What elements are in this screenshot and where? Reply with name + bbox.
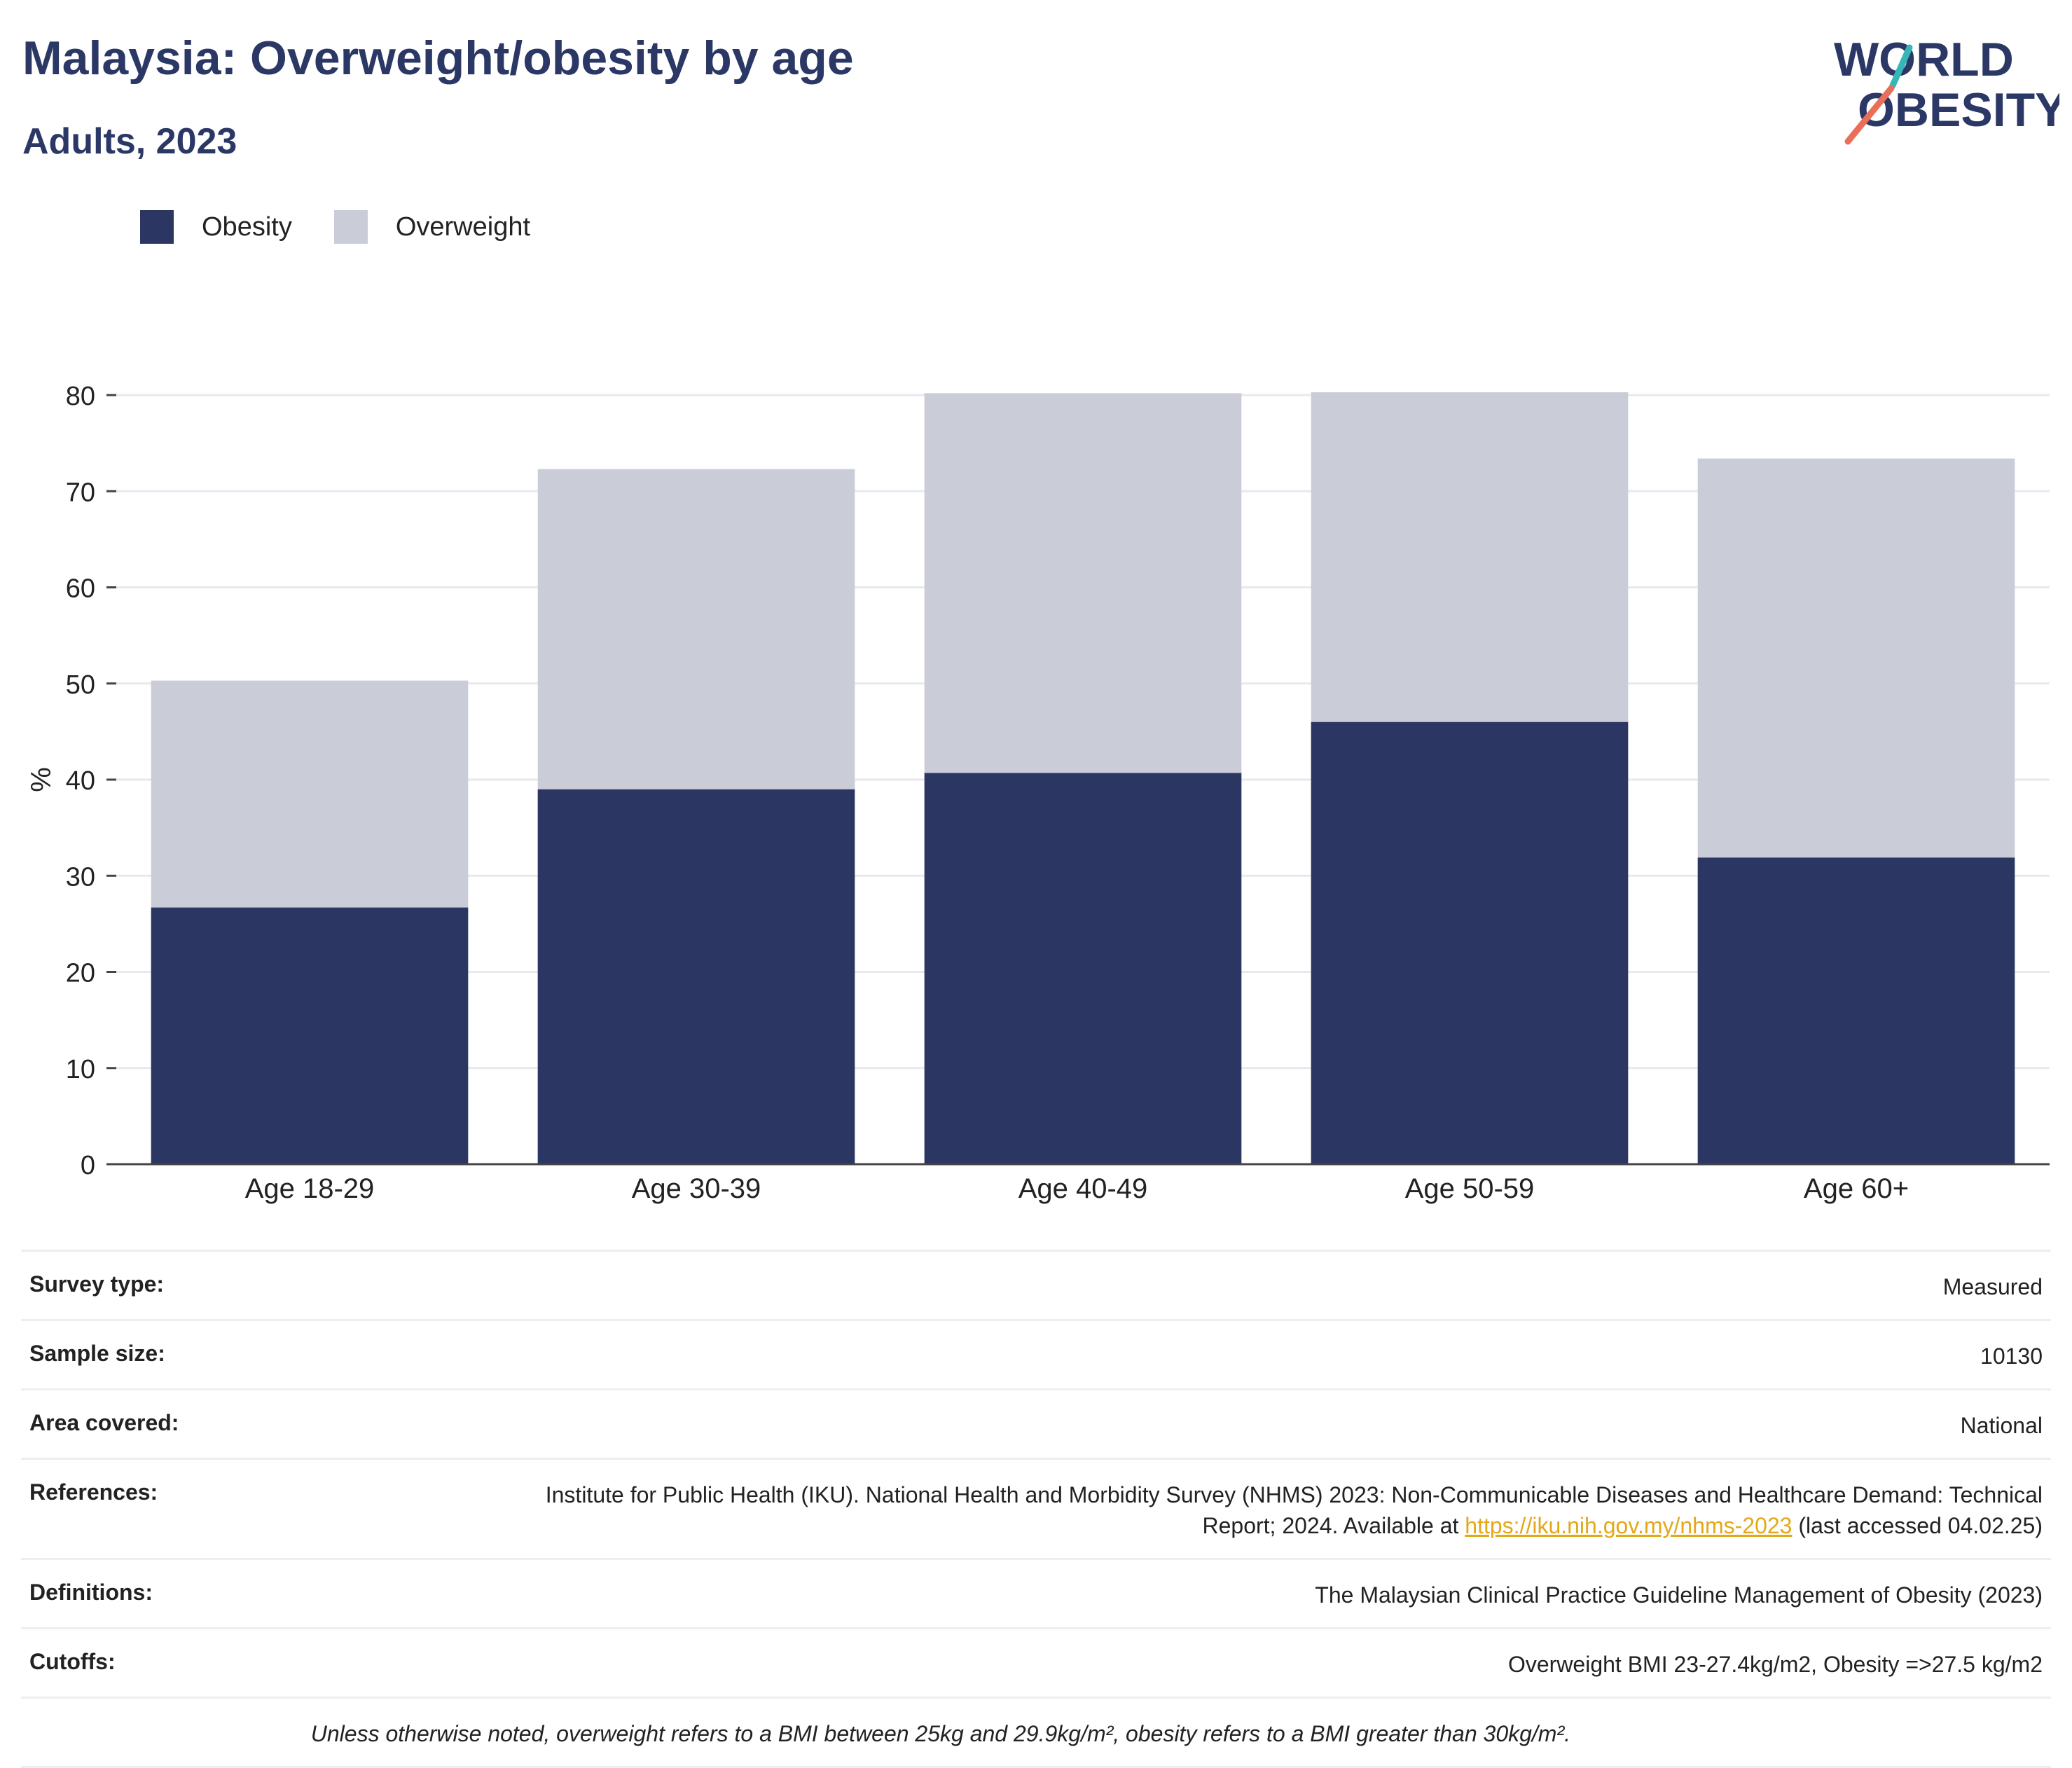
meta-value: Overweight BMI 23-27.4kg/m2, Obesity =>2… bbox=[1507, 1652, 2043, 1677]
y-axis-label: % bbox=[26, 767, 57, 792]
y-tick-label: 50 bbox=[66, 670, 95, 700]
footnote-text: Unless otherwise noted, overweight refer… bbox=[310, 1721, 1570, 1746]
bar-overweight bbox=[1697, 458, 2015, 858]
meta-row-footnote: Unless otherwise noted, overweight refer… bbox=[21, 1697, 2051, 1768]
meta-row-cutoffs: Cutoffs: Overweight BMI 23-27.4kg/m2, Ob… bbox=[21, 1627, 2051, 1697]
bar-obesity bbox=[537, 789, 855, 1164]
y-tick-label: 20 bbox=[66, 959, 95, 988]
chart-legend: Obesity Overweight bbox=[140, 210, 572, 244]
meta-row-references: References: Institute for Public Health … bbox=[21, 1458, 2051, 1558]
y-tick-label: 80 bbox=[66, 382, 95, 411]
legend-item-overweight[interactable]: Overweight bbox=[333, 210, 531, 244]
y-tick-label: 0 bbox=[81, 1151, 95, 1180]
meta-label: Area covered: bbox=[29, 1410, 179, 1435]
meta-value: 10130 bbox=[1980, 1344, 2043, 1369]
y-tick-label: 10 bbox=[66, 1055, 95, 1084]
bar-obesity bbox=[924, 773, 1242, 1164]
meta-label: References: bbox=[29, 1479, 158, 1505]
meta-value: The Malaysian Clinical Practice Guidelin… bbox=[1315, 1582, 2043, 1608]
meta-value: Institute for Public Health (IKU). Natio… bbox=[502, 1479, 2043, 1541]
bar-overweight bbox=[151, 680, 469, 908]
page-subtitle: Adults, 2023 bbox=[22, 121, 237, 162]
meta-row-sample-size: Sample size: 10130 bbox=[21, 1319, 2051, 1388]
meta-value: National bbox=[1960, 1413, 2043, 1438]
x-tick-label: Age 30-39 bbox=[632, 1173, 761, 1204]
meta-label: Cutoffs: bbox=[29, 1649, 116, 1674]
meta-value: Measured bbox=[1942, 1274, 2043, 1299]
y-tick-label: 70 bbox=[66, 478, 95, 507]
legend-swatch-overweight bbox=[333, 210, 368, 244]
survey-metadata-table: Survey type: Measured Sample size: 10130… bbox=[21, 1250, 2051, 1768]
x-tick-label: Age 60+ bbox=[1804, 1173, 1909, 1204]
stacked-bar-chart: 0 10 20 30 40 50 60 70 80% Age 18-29 Age 30-39 Age … bbox=[26, 382, 2050, 1204]
logo-text-obesity: OBESITY bbox=[1858, 83, 2059, 137]
meta-label: Definitions: bbox=[29, 1580, 153, 1605]
bar-obesity bbox=[1311, 721, 1629, 1164]
y-tick-label: 60 bbox=[66, 574, 95, 604]
bar-overweight bbox=[537, 469, 855, 789]
logo-text-world: WORLD bbox=[1834, 33, 2014, 86]
legend-label-overweight: Overweight bbox=[395, 212, 531, 242]
y-tick-label: 30 bbox=[66, 862, 95, 892]
meta-row-survey-type: Survey type: Measured bbox=[21, 1250, 2051, 1319]
legend-item-obesity[interactable]: Obesity bbox=[140, 210, 292, 244]
x-tick-label: Age 18-29 bbox=[245, 1173, 375, 1204]
x-tick-label: Age 50-59 bbox=[1405, 1173, 1535, 1204]
bar-overweight bbox=[924, 393, 1242, 773]
bar-obesity bbox=[151, 907, 469, 1164]
meta-row-area-covered: Area covered: National bbox=[21, 1388, 2051, 1458]
bar-overweight bbox=[1311, 392, 1629, 722]
bar-obesity bbox=[1697, 857, 2015, 1164]
meta-row-definitions: Definitions: The Malaysian Clinical Prac… bbox=[21, 1558, 2051, 1627]
world-obesity-logo: WORLD OBESITY bbox=[1821, 28, 2067, 147]
reference-text: Institute for Public Health (IKU). Natio… bbox=[545, 1482, 2043, 1538]
meta-label: Sample size: bbox=[29, 1341, 165, 1366]
legend-label-obesity: Obesity bbox=[202, 212, 292, 242]
x-tick-label: Age 40-49 bbox=[1018, 1173, 1148, 1204]
legend-swatch-obesity bbox=[140, 210, 174, 244]
y-tick-label: 40 bbox=[66, 766, 95, 796]
reference-accessed: (last accessed 04.02.25) bbox=[1792, 1513, 2043, 1538]
page-title: Malaysia: Overweight/obesity by age bbox=[22, 32, 854, 85]
meta-label: Survey type: bbox=[29, 1271, 165, 1297]
reference-link[interactable]: https://iku.nih.gov.my/nhms-2023 bbox=[1465, 1513, 1793, 1538]
